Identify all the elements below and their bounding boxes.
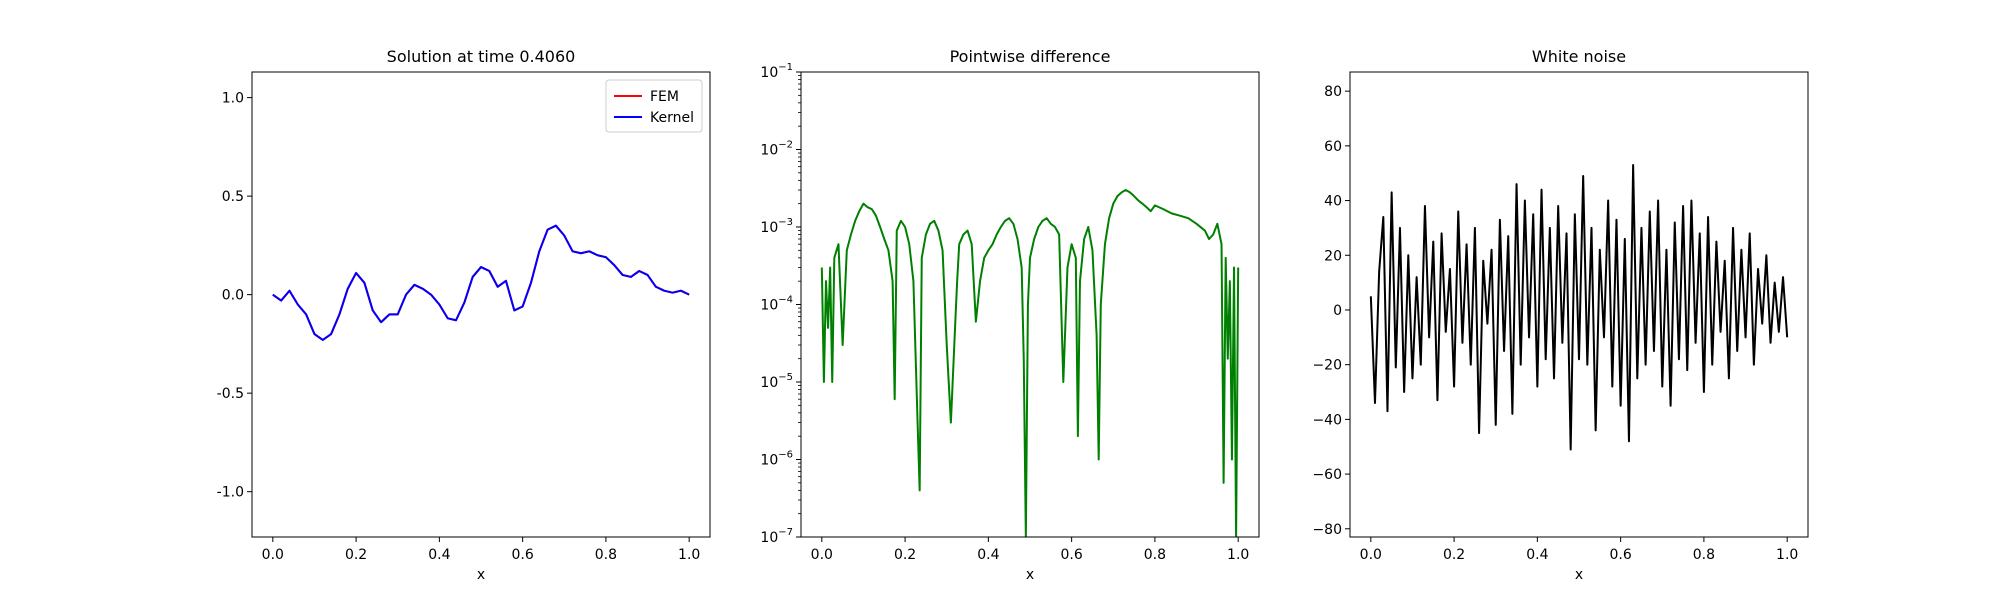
- legend: FEM Kernel: [605, 79, 703, 133]
- x-tick-label: 0.2: [894, 547, 916, 563]
- x-tick-label: 0.2: [345, 547, 367, 563]
- y-tick-label: 10−5: [760, 372, 793, 391]
- y-tick-exponent: −1: [778, 62, 793, 73]
- y-tick-label: −80: [1312, 522, 1342, 538]
- panel-1: 0.0 0.2 0.4 0.6 0.8 1.0 -1.0 -0.5 0.0 0.5 1.0 Solut…: [217, 47, 711, 583]
- y-tick-label: -1.0: [217, 485, 244, 501]
- y-tick-label: 20: [1324, 248, 1342, 264]
- x-tick-label: 0.6: [1610, 547, 1632, 563]
- y-tick-label: −40: [1312, 412, 1342, 428]
- x-tick-label: 0.6: [1061, 547, 1083, 563]
- series-line-2: [272, 224, 690, 341]
- y-tick-label: 0: [1333, 303, 1342, 319]
- series-line-1: [820, 189, 1240, 537]
- y-tick-label: 0.5: [222, 189, 244, 205]
- x-tick-label: 0.4: [428, 547, 450, 563]
- y-tick-base: 10: [760, 530, 778, 546]
- y-tick-base: 10: [760, 143, 778, 159]
- x-tick-label: 1.0: [678, 547, 700, 563]
- y-tick-exponent: −2: [778, 140, 793, 151]
- x-tick-label: 1.0: [1227, 547, 1249, 563]
- y-tick-label: 10−7: [760, 527, 793, 546]
- panel-3: 0.0 0.2 0.4 0.6 0.8 1.0 −80 −60 −40 −20 0 20 40 60 80 W…: [1312, 47, 1809, 583]
- x-tick-label: 0.2: [1443, 547, 1465, 563]
- y-tick-label: 10−1: [760, 62, 793, 81]
- y-tick-label: −20: [1312, 358, 1342, 374]
- y-tick-label: 0.0: [222, 288, 244, 304]
- y-tick-exponent: −6: [778, 450, 793, 461]
- x-tick-label: 0.4: [1526, 547, 1548, 563]
- chart-title: White noise: [1532, 47, 1626, 66]
- y-tick-base: 10: [760, 298, 778, 314]
- x-axis-label: x: [477, 567, 485, 583]
- chart-title: Solution at time 0.4060: [387, 47, 576, 66]
- y-tick-label: 10−4: [760, 295, 793, 314]
- y-tick-base: 10: [760, 453, 778, 469]
- plot-frame: [251, 71, 711, 538]
- x-tick-label: 0.0: [811, 547, 833, 563]
- y-tick-label: −60: [1312, 467, 1342, 483]
- x-tick-label: 0.8: [1693, 547, 1715, 563]
- legend-label: Kernel: [650, 110, 694, 126]
- panel-2: 0.0 0.2 0.4 0.6 0.8 1.010−710−610−510−410−310…: [760, 47, 1260, 583]
- y-tick-label: 80: [1324, 84, 1342, 100]
- legend-label: FEM: [650, 89, 679, 105]
- y-tick-label: -0.5: [217, 386, 244, 402]
- y-tick-label: 10−3: [760, 217, 793, 236]
- legend-box: [605, 79, 703, 133]
- x-tick-label: 0.0: [262, 547, 284, 563]
- plot-frame: [1349, 71, 1809, 538]
- chart-title: Pointwise difference: [950, 47, 1111, 66]
- y-tick-label: 60: [1324, 139, 1342, 155]
- y-tick-label: 10−2: [760, 140, 793, 159]
- x-tick-label: 1.0: [1776, 547, 1798, 563]
- y-tick-base: 10: [760, 220, 778, 236]
- y-tick-base: 10: [760, 375, 778, 391]
- x-tick-label: 0.8: [1144, 547, 1166, 563]
- y-tick-label: 1.0: [222, 91, 244, 107]
- y-tick-exponent: −3: [778, 217, 793, 228]
- x-tick-label: 0.0: [1360, 547, 1382, 563]
- y-tick-exponent: −7: [778, 527, 793, 538]
- x-axis-label: x: [1575, 567, 1583, 583]
- x-tick-label: 0.6: [512, 547, 534, 563]
- plot-frame: [800, 71, 1260, 538]
- y-tick-exponent: −4: [778, 295, 793, 306]
- x-tick-label: 0.8: [595, 547, 617, 563]
- series-line-1: [1369, 164, 1789, 451]
- x-axis-label: x: [1026, 567, 1034, 583]
- y-tick-base: 10: [760, 65, 778, 81]
- y-tick-exponent: −5: [778, 372, 793, 383]
- y-tick-label: 10−6: [760, 450, 793, 469]
- x-tick-label: 0.4: [977, 547, 999, 563]
- y-tick-label: 40: [1324, 194, 1342, 210]
